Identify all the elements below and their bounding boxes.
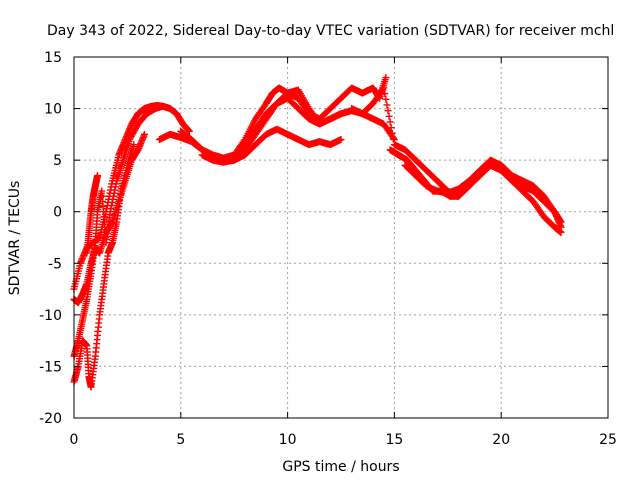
y-tick-label: -20	[39, 411, 62, 427]
data-point	[382, 95, 390, 103]
data-point	[379, 85, 387, 93]
series-track-9	[230, 86, 345, 164]
data-point	[389, 135, 397, 143]
data-point	[140, 130, 148, 138]
x-tick-label: 5	[176, 432, 185, 448]
grid-layer	[74, 57, 608, 418]
y-tick-label: 0	[53, 205, 62, 221]
data-point	[130, 141, 138, 149]
data-point	[383, 101, 391, 109]
data-point	[93, 172, 101, 180]
chart-title: Day 343 of 2022, Sidereal Day-to-day VTE…	[47, 23, 614, 39]
data-point	[386, 118, 394, 126]
data-point	[158, 103, 166, 111]
data-point	[337, 110, 345, 118]
data-point	[240, 137, 248, 145]
x-tick-label: 15	[385, 432, 403, 448]
data-point	[388, 129, 396, 137]
x-tick-label: 20	[492, 432, 510, 448]
series-track-5	[83, 172, 101, 257]
x-tick-label: 25	[599, 432, 617, 448]
data-point	[387, 124, 395, 132]
y-tick-label: -5	[48, 256, 62, 272]
data-point	[380, 84, 388, 92]
y-tick-label: 5	[53, 153, 62, 169]
plot-frame	[73, 56, 609, 419]
y-tick-label: -10	[39, 308, 62, 324]
y-tick-label: 10	[44, 102, 62, 118]
data-layer	[70, 74, 565, 391]
y-axis-label: SDTVAR / TECUs	[7, 181, 23, 296]
x-tick-label: 10	[279, 432, 297, 448]
x-axis-label: GPS time / hours	[282, 459, 399, 475]
data-point	[384, 107, 392, 115]
data-point	[385, 112, 393, 120]
data-point	[381, 90, 389, 98]
data-point	[185, 127, 193, 135]
data-point	[557, 223, 565, 231]
data-point	[382, 74, 390, 82]
series-track-2	[70, 103, 166, 360]
data-point	[337, 136, 345, 144]
series-track-8	[198, 125, 345, 166]
series-track-7	[177, 74, 390, 162]
series-track-4	[70, 130, 148, 306]
series-track-12	[401, 158, 565, 231]
tick-layer: 0 5 10 15 20 25 -20 -15 -10 -5 0 5 10 15	[39, 50, 617, 448]
y-tick-label: -15	[39, 359, 62, 375]
x-tick-label: 0	[70, 432, 79, 448]
y-tick-label: 15	[44, 50, 62, 66]
